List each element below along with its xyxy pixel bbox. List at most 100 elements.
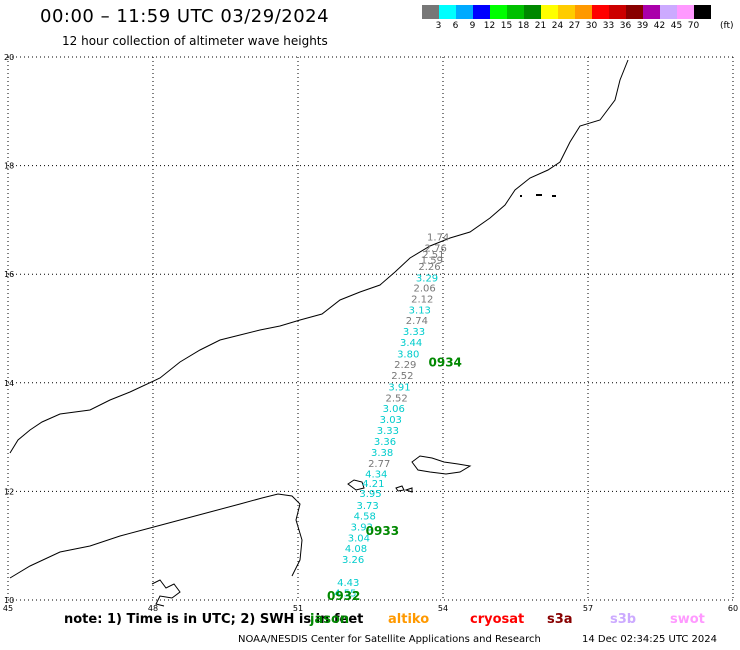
socotra-island (411, 455, 472, 475)
footer-credit: NOAA/NESDIS Center for Satellite Applica… (238, 634, 541, 645)
colorbar-swatch (575, 5, 592, 19)
colorbar-tick-label: 33 (602, 21, 615, 31)
colorbar-swatch (439, 5, 456, 19)
altimeter-points: 1.742.762.511.592.263.292.062.123.132.74… (334, 233, 449, 600)
colorbar-tick-label: 24 (551, 21, 564, 31)
wave-height-point: 2.06 (414, 284, 436, 295)
wave-height-point: 3.33 (403, 327, 425, 338)
legend-item-s3b: s3b (610, 612, 637, 627)
wave-height-point: 2.77 (368, 459, 390, 470)
wave-height-point: 3.95 (359, 489, 381, 500)
footer-timestamp: 14 Dec 02:34:25 UTC 2024 (582, 634, 717, 645)
colorbar-tick-label: 36 (619, 21, 632, 31)
colorbar-swatch (626, 5, 643, 19)
colorbar-swatch (456, 5, 473, 19)
wave-height-point: 1.74 (427, 233, 449, 244)
x-tick-label: 60 (728, 604, 738, 613)
colorbar-swatch (694, 5, 711, 19)
legend-item-cryosat: cryosat (470, 612, 525, 627)
colorbar-tick-label: 42 (653, 21, 666, 31)
colorbar-swatch (677, 5, 694, 19)
colorbar-swatch (490, 5, 507, 19)
wave-height-point: 2.12 (411, 294, 433, 305)
coastline-somalia (9, 493, 303, 579)
colorbar-tick-label: 70 (687, 21, 700, 31)
wave-height-point: 3.91 (388, 382, 410, 393)
wave-height-point: 3.73 (356, 501, 378, 512)
pass-label: 0934 (429, 356, 462, 370)
wave-height-point: 4.21 (362, 479, 384, 490)
wave-height-point: 3.13 (409, 305, 431, 316)
colorbar-tick-label: 27 (568, 21, 581, 31)
wave-height-point: 2.29 (394, 360, 416, 371)
wave-height-point: 3.44 (400, 338, 422, 349)
colorbar-tick-label: 3 (435, 21, 442, 31)
wave-height-point: 2.74 (406, 316, 428, 327)
wave-height-point: 3.04 (348, 533, 370, 544)
y-tick-label: 12 (4, 487, 14, 496)
legend-item-s3a: s3a (547, 612, 573, 627)
coastline (9, 59, 629, 607)
colorbar-swatch (609, 5, 626, 19)
map-grid (7, 56, 734, 601)
colorbar-tick-label: 21 (534, 21, 547, 31)
colorbar-swatch (643, 5, 660, 19)
island-cluster (151, 579, 181, 607)
colorbar-swatch (660, 5, 677, 19)
x-tick-label: 48 (148, 604, 158, 613)
pass-label: 0932 (327, 589, 360, 603)
y-tick-label: 20 (4, 53, 14, 62)
colorbar-units: (ft) (720, 21, 734, 31)
legend-item-swot: swot (670, 612, 705, 627)
wave-height-colorbar (422, 5, 711, 19)
map-subtitle: 12 hour collection of altimeter wave hei… (62, 34, 328, 48)
wave-height-point: 4.43 (337, 578, 359, 589)
y-tick-label: 18 (4, 162, 14, 171)
island-small-3 (347, 479, 365, 491)
x-tick-label: 57 (583, 604, 593, 613)
colorbar-tick-label: 39 (636, 21, 649, 31)
colorbar-swatch (422, 5, 439, 19)
colorbar-tick-label: 45 (670, 21, 683, 31)
colorbar-tick-label: 12 (483, 21, 496, 31)
wave-height-point: 3.36 (374, 437, 396, 448)
wave-height-point: 2.52 (385, 393, 407, 404)
wave-height-point: 2.26 (418, 262, 440, 273)
wave-height-point: 4.55 (334, 589, 356, 600)
colorbar-swatch (473, 5, 490, 19)
colorbar-swatch (541, 5, 558, 19)
island-small-1 (395, 485, 405, 492)
wave-height-point: 2.51 (422, 250, 444, 261)
colorbar-swatch (592, 5, 609, 19)
wave-height-point: 1.59 (421, 255, 443, 266)
colorbar-tick-label: 30 (585, 21, 598, 31)
wave-height-point: 3.06 (383, 404, 405, 415)
wave-height-point: 4.58 (354, 512, 376, 523)
wave-height-point: 2.76 (425, 243, 447, 254)
colorbar-ticks: 3 6 9 12 15 18 21 24 27 30 33 36 39 42 45 70 (422, 21, 702, 33)
wave-height-point: 3.29 (416, 273, 438, 284)
colorbar-swatch (524, 5, 541, 19)
colorbar-swatch (507, 5, 524, 19)
colorbar-swatch (558, 5, 575, 19)
colorbar-tick-label: 6 (452, 21, 459, 31)
map-title: 00:00 – 11:59 UTC 03/29/2024 (40, 6, 330, 27)
wave-height-point: 3.38 (371, 448, 393, 459)
wave-height-point: 4.34 (365, 469, 387, 480)
wave-height-point: 3.93 (351, 522, 373, 533)
colorbar-tick-label: 9 (469, 21, 476, 31)
note-text: note: 1) Time is in UTC; 2) SWH is in fe… (64, 612, 364, 627)
pass-labels: 0934 0933 0932 (327, 356, 462, 603)
colorbar-tick-label: 15 (500, 21, 513, 31)
x-tick-label: 54 (438, 604, 448, 613)
wave-height-point: 3.33 (377, 426, 399, 437)
legend-item-jason: jason (310, 612, 350, 627)
y-tick-label: 14 (4, 379, 14, 388)
wave-height-point: 3.03 (380, 415, 402, 426)
x-tick-label: 51 (293, 604, 303, 613)
wave-height-point: 3.26 (342, 555, 364, 566)
wave-height-point: 2.52 (391, 371, 413, 382)
legend-item-altiko: altiko (388, 612, 430, 627)
kuria-islands (520, 194, 556, 197)
